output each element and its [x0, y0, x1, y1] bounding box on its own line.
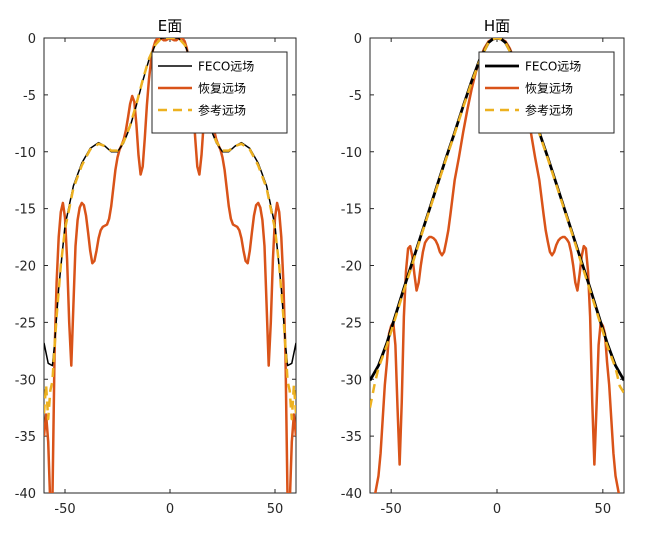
legend-label: FECO远场 [525, 60, 581, 74]
series-line-feco [370, 38, 624, 382]
legend-label: 恢复远场 [198, 82, 246, 96]
series-line-recovered [44, 38, 296, 493]
series-line-reference [44, 38, 296, 421]
legend-label: FECO远场 [198, 60, 254, 74]
series-line-feco [44, 38, 296, 367]
x-tick-label: 0 [166, 502, 174, 517]
y-tick-label: -35 [15, 430, 36, 445]
chart-title: H面 [484, 17, 510, 35]
y-tick-label: 0 [354, 32, 362, 47]
x-tick-label: 50 [595, 502, 612, 517]
y-tick-label: -40 [341, 487, 362, 502]
h-plane-panel: 0 -5 -10 -15 -20 -25 -30 -35 -40 -50 0 50 H面 FECO远场恢复… [341, 17, 625, 517]
y-tick-label: -25 [341, 316, 362, 331]
y-tick-label: -30 [341, 373, 362, 388]
y-tick-label: -40 [15, 487, 36, 502]
e-plane-panel: 0 -5 -10 -15 -20 -25 -30 -35 -40 -50 0 50 E面 FECO远场恢复… [15, 17, 297, 517]
legend-label: 恢复远场 [525, 82, 573, 96]
x-tick-label: -50 [381, 502, 402, 517]
x-tick-label: 50 [267, 502, 284, 517]
y-tick-label: -20 [15, 260, 36, 275]
y-tick-label: -10 [15, 146, 36, 161]
x-tick-label: 0 [493, 502, 501, 517]
y-tick-label: -25 [15, 316, 36, 331]
x-tick-label: -50 [54, 502, 75, 517]
y-tick-label: -15 [341, 203, 362, 218]
series-line-reference [370, 38, 624, 408]
y-tick-label: -30 [15, 373, 36, 388]
y-tick-label: -5 [23, 89, 36, 104]
legend-label: 参考远场 [525, 103, 573, 118]
y-tick-label: -20 [341, 260, 362, 275]
y-tick-label: -15 [15, 203, 36, 218]
y-tick-label: -10 [341, 146, 362, 161]
legend-label: 参考远场 [198, 103, 246, 118]
y-tick-label: -5 [349, 89, 362, 104]
chart-title: E面 [158, 17, 182, 35]
y-tick-label: 0 [28, 32, 36, 47]
y-tick-label: -35 [341, 430, 362, 445]
series-line-recovered [374, 38, 620, 493]
